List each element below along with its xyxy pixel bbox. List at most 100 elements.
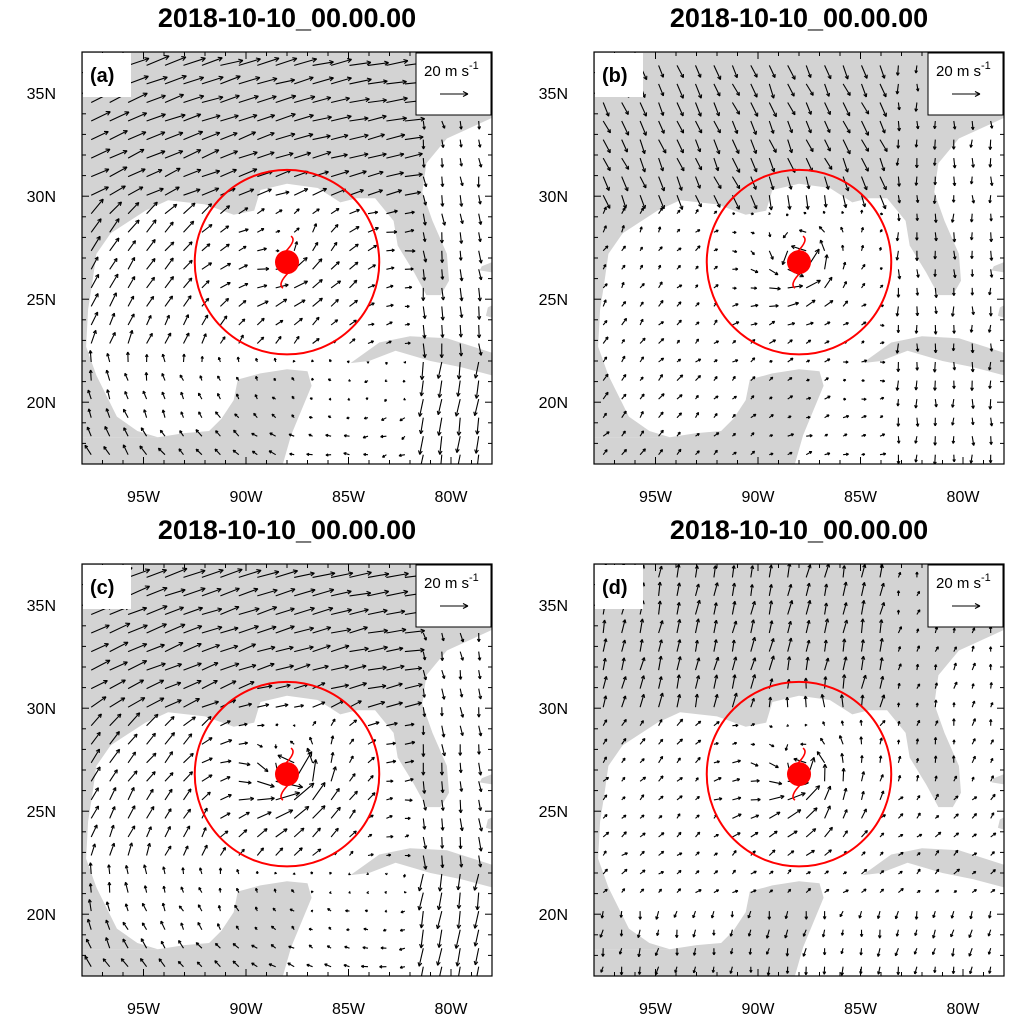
wind-vector-head	[843, 602, 848, 607]
wind-vector-head	[437, 943, 442, 948]
wind-vector	[293, 847, 303, 856]
wind-vector-head	[622, 430, 626, 434]
wind-vector	[238, 58, 261, 66]
wind-vector-head	[880, 790, 885, 795]
wind-vector	[146, 679, 164, 690]
wind-vector-head	[972, 662, 976, 666]
wind-vector	[787, 139, 793, 153]
wind-vector	[238, 114, 258, 122]
wind-vector-head	[284, 283, 289, 288]
wind-vector-head	[915, 774, 920, 778]
wind-vector	[146, 295, 155, 307]
wind-vector-head	[170, 715, 175, 721]
wind-vector	[367, 609, 388, 616]
wind-vector-head	[255, 57, 261, 63]
lon-tick-label: 85W	[332, 1001, 366, 1018]
wind-vector	[183, 169, 202, 178]
wind-vector-head	[955, 795, 959, 799]
wind-vector	[164, 751, 173, 764]
wind-vector	[842, 120, 851, 134]
wind-vector-head	[603, 850, 607, 854]
wind-vector-head	[111, 312, 116, 317]
wind-vector	[108, 864, 111, 875]
wind-vector-head	[93, 824, 98, 829]
wind-vector-head	[353, 279, 358, 284]
wind-vector-head	[972, 718, 976, 722]
wind-vector	[750, 268, 759, 273]
wind-vector-head	[969, 970, 973, 975]
wind-vector	[195, 942, 203, 949]
wind-vector	[162, 353, 166, 363]
wind-vector	[915, 454, 918, 463]
wind-vector-head	[384, 399, 388, 402]
lon-tick-label: 85W	[844, 489, 878, 506]
wind-vector-head	[357, 700, 362, 705]
wind-vector	[220, 627, 239, 634]
wind-vector	[639, 694, 645, 708]
wind-vector-head	[803, 211, 807, 215]
wind-vector-head	[877, 971, 881, 975]
wind-vector	[367, 244, 377, 252]
wind-vector	[842, 139, 851, 155]
wind-vector-head	[969, 915, 973, 920]
wind-vector	[127, 585, 150, 597]
wind-vector-head	[197, 904, 202, 908]
wind-vector-head	[987, 367, 992, 371]
wind-vector	[330, 261, 340, 270]
wind-vector	[122, 921, 129, 931]
wind-vector	[84, 955, 92, 967]
wind-vector	[750, 657, 756, 671]
wind-vector	[860, 600, 865, 615]
wind-vector-head	[421, 771, 426, 776]
wind-vector	[459, 707, 464, 718]
wind-vector	[201, 644, 220, 653]
wind-vector-head	[272, 588, 278, 594]
wind-vector-head	[677, 209, 681, 213]
wind-vector-head	[198, 130, 204, 136]
wind-vector-head	[437, 393, 443, 398]
wind-vector-head	[459, 314, 464, 319]
wind-vector-head	[793, 757, 798, 762]
wind-vector	[953, 361, 956, 371]
wind-vector	[676, 738, 683, 745]
wind-vector-head	[825, 433, 829, 437]
wind-vector	[658, 676, 662, 689]
wind-vector-head	[207, 715, 212, 721]
wind-vector-head	[200, 587, 206, 593]
wind-vector-head	[968, 934, 972, 939]
wind-vector-head	[660, 871, 665, 875]
wind-vector-head	[714, 265, 718, 269]
wind-vector	[879, 720, 886, 727]
wind-vector-head	[92, 843, 97, 848]
wind-vector-head	[423, 637, 427, 641]
wind-vector	[441, 287, 444, 301]
wind-vector-head	[159, 187, 164, 193]
wind-vector	[478, 213, 482, 225]
wind-vector-head	[388, 340, 392, 344]
wind-vector	[915, 380, 918, 391]
wind-vector-head	[123, 661, 128, 666]
wind-vector-head	[270, 796, 275, 801]
wind-vector	[238, 608, 260, 616]
lat-tick-label: 30N	[539, 189, 568, 206]
wind-vector-head	[477, 144, 482, 148]
wind-vector	[990, 176, 993, 186]
wind-vector-head	[735, 303, 739, 307]
wind-vector-head	[180, 886, 184, 890]
wind-vector	[694, 599, 701, 615]
wind-vector	[713, 656, 719, 671]
wind-vector-head	[698, 203, 702, 208]
wind-vector	[164, 772, 174, 782]
wind-vector-head	[259, 744, 263, 748]
wind-vector-head	[403, 874, 407, 878]
wind-vector-head	[260, 228, 265, 232]
wind-vector-head	[236, 887, 240, 891]
wind-vector	[312, 759, 317, 782]
wind-vector	[312, 116, 332, 122]
wind-vector-head	[188, 277, 193, 282]
wind-vector-head	[717, 75, 722, 81]
wind-vector	[312, 665, 329, 671]
wind-vector-head	[605, 373, 609, 378]
wind-vector-head	[917, 812, 921, 816]
wind-vector-head	[896, 609, 901, 613]
